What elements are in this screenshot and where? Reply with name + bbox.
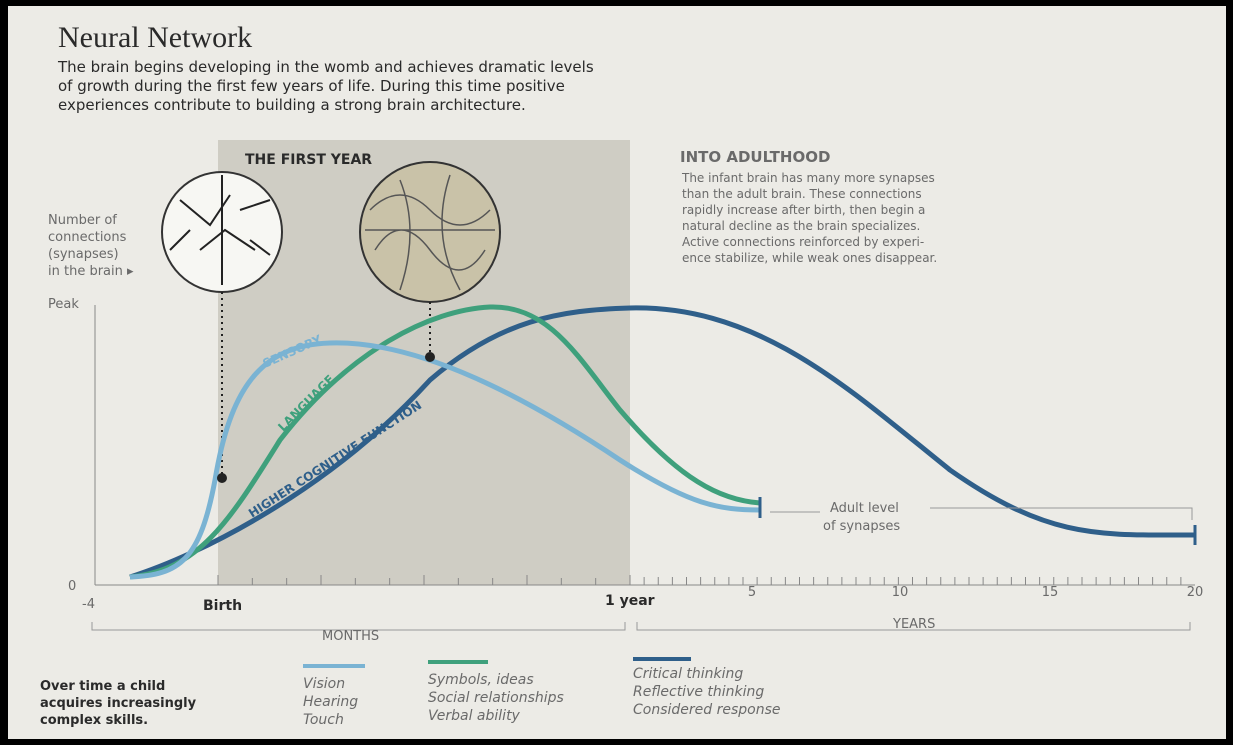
x-tick-label: 1 year <box>605 593 655 609</box>
y-axis-label: (synapses) <box>48 247 119 262</box>
description: The brain begins developing in the womb … <box>57 58 594 76</box>
y-axis-label: in the brain ▸ <box>48 264 134 279</box>
higher-curve <box>129 305 1196 580</box>
y-axis-label: Number of <box>48 213 117 228</box>
legend-item: Critical thinking <box>633 666 743 682</box>
adulthood-title: INTO ADULTHOOD <box>680 148 830 166</box>
adult-level: of synapses <box>823 519 900 534</box>
marker <box>217 473 227 483</box>
x-tick-label: 20 <box>1187 585 1204 600</box>
adulthood-text: Active connections reinforced by experi- <box>682 235 924 249</box>
footer-text: acquires increasingly <box>40 696 197 711</box>
marker <box>425 352 435 362</box>
bracket <box>91 622 1191 631</box>
first-year-label: THE FIRST YEAR <box>245 152 372 168</box>
legend-item: Hearing <box>303 694 358 710</box>
x-tick-label: 15 <box>1042 585 1059 600</box>
adult-level: Adult level <box>830 501 899 516</box>
legend-item: Social relationships <box>428 690 564 706</box>
description: experiences contribute to building a str… <box>58 96 526 114</box>
legend-item: Vision <box>303 676 345 692</box>
adulthood-text: than the adult brain. These connections <box>682 187 922 201</box>
years-label: YEARS <box>892 617 935 632</box>
adulthood-text: natural decline as the brain specializes… <box>682 219 920 233</box>
adulthood-text: The infant brain has many more synapses <box>681 171 935 185</box>
y-axis-label: connections <box>48 230 127 245</box>
months-label: MONTHS <box>322 629 379 644</box>
description: of growth during the first few years of … <box>58 77 565 95</box>
footer-text: complex skills. <box>40 713 148 728</box>
title: Neural Network <box>58 21 252 54</box>
sensory-curve <box>129 340 761 580</box>
x-tick-label: -4 <box>82 597 95 612</box>
neuron-sketch <box>365 174 495 291</box>
legend-item: Verbal ability <box>428 708 521 724</box>
adulthood-text: ence stabilize, while weak ones disappea… <box>682 251 937 265</box>
legend-item: Touch <box>303 712 344 728</box>
legend-item: Symbols, ideas <box>428 672 534 688</box>
adult-level-bracket <box>770 507 1193 520</box>
legend-item: Considered response <box>633 702 781 718</box>
peak-label: Peak <box>48 297 79 312</box>
footer-text: Over time a child <box>40 679 165 694</box>
legend-swatch <box>633 657 691 661</box>
x-tick-label: 5 <box>748 585 756 600</box>
x-tick-label: 10 <box>892 585 909 600</box>
neuron-year <box>359 161 501 303</box>
language-curve <box>129 304 761 580</box>
x-tick-label: Birth <box>203 598 242 614</box>
legend-swatch <box>303 664 365 668</box>
legend-swatch <box>428 660 488 664</box>
legend-item: Reflective thinking <box>633 684 764 700</box>
zero-label: 0 <box>68 579 76 594</box>
neuron-sketch <box>169 175 271 285</box>
adulthood-text: rapidly increase after birth, then begin… <box>682 203 925 217</box>
